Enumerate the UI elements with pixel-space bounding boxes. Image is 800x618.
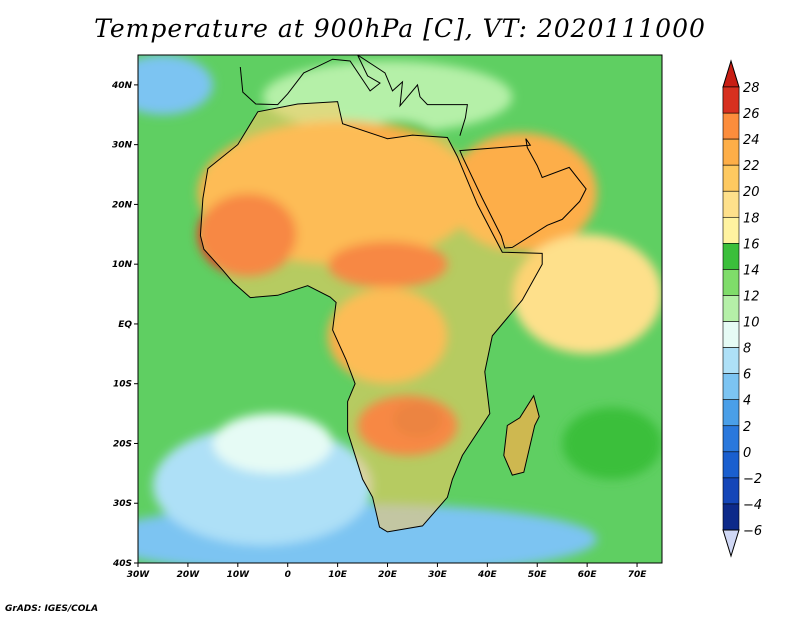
lon-tick-label: 20E [378,570,398,580]
colorbar-label: 6 [743,368,751,383]
colorbar-swatch [722,243,740,270]
colorbar-swatch [722,112,740,140]
grads-credit: GrADS: IGES/COLA [5,604,99,614]
field-region-somali-sea-pale [512,234,662,354]
field-region-south-atlantic-pale [212,413,333,474]
colorbar-swatch [722,138,740,166]
lat-tick-label: 30S [113,499,132,509]
lat-tick-label: 20S [113,439,132,449]
colorbar-swatch [722,295,740,322]
lat-tick-label: 20N [112,200,133,210]
lon-tick-label: 70E [628,570,648,580]
europe-coastline [239,55,468,136]
colorbar-label: 8 [743,342,751,357]
colorbar-label: 22 [743,159,760,174]
colorbar-swatch [722,347,740,374]
lon-tick-label: 50E [528,570,548,580]
colorbar-swatch [722,373,740,401]
lat-tick-label: 10N [112,260,133,270]
colorbar-swatch [722,269,740,296]
lon-tick-label: 30E [428,570,448,580]
africa-coastline [199,101,543,533]
colorbar-swatch [722,164,740,192]
lon-tick-label: 20W [177,570,201,580]
latitude-axis: 40N 30N 20N 10N EQ 10S 20S 30S 40S [111,81,138,569]
colorbar-swatch [722,503,740,531]
lon-tick-label: 0 [285,570,291,580]
colorbar-swatch [722,451,740,479]
colorbar-label: 12 [743,289,760,304]
colorbar-swatch [722,216,740,244]
colorbar-label: 28 [743,81,760,96]
colorbar-label: 24 [743,133,760,148]
field-region-north-atlantic-blue [138,55,213,115]
plot-frame [137,54,663,564]
colorbar-label: 18 [743,211,760,226]
lon-tick-label: 30W [127,570,151,580]
lat-tick-label: 10S [113,380,132,390]
lat-tick-label: 40S [112,559,132,569]
colorbar-label: 2 [743,420,751,435]
madagascar-coastline [503,394,540,476]
colorbar-label: −4 [743,498,762,513]
colorbar-label: −6 [743,524,762,539]
colorbar-bottom-arrow [722,529,740,558]
lon-tick-label: 10E [328,570,348,580]
lat-tick-label: EQ [118,320,132,330]
colorbar-label: 0 [743,446,751,461]
colorbar-swatch [722,425,740,453]
colorbar-label: 26 [743,107,760,122]
colorbar-swatch [722,399,740,427]
colorbar-swatch [722,190,740,218]
arabia-coastline [459,138,587,249]
colorbar-swatch [722,321,740,348]
temperature-field [138,55,662,563]
lat-tick-label: 30N [112,141,133,151]
colorbar-swatch [722,86,740,114]
colorbar-label: 10 [743,316,760,331]
lon-tick-label: 10W [227,570,251,580]
africa-land [199,55,587,533]
map-title: Temperature at 900hPa [C], VT: 202011100… [94,14,706,43]
field-region-indian-ocean-green [562,407,662,480]
lon-tick-label: 60E [578,570,598,580]
longitude-axis: 30W 20W 10W 0 10E 20E 30E 40E 50E 60E 70E [127,563,647,580]
colorbar-label: −2 [743,472,762,487]
colorbar-top-arrow [722,59,740,88]
colorbar-label: 4 [743,394,751,409]
lon-tick-label: 40E [477,570,498,580]
colorbar-label: 16 [743,237,760,252]
colorbar-label: 14 [743,263,760,278]
colorbar-label: 20 [743,185,760,200]
colorbar-swatch [722,477,740,505]
lat-tick-label: 40N [111,81,133,91]
